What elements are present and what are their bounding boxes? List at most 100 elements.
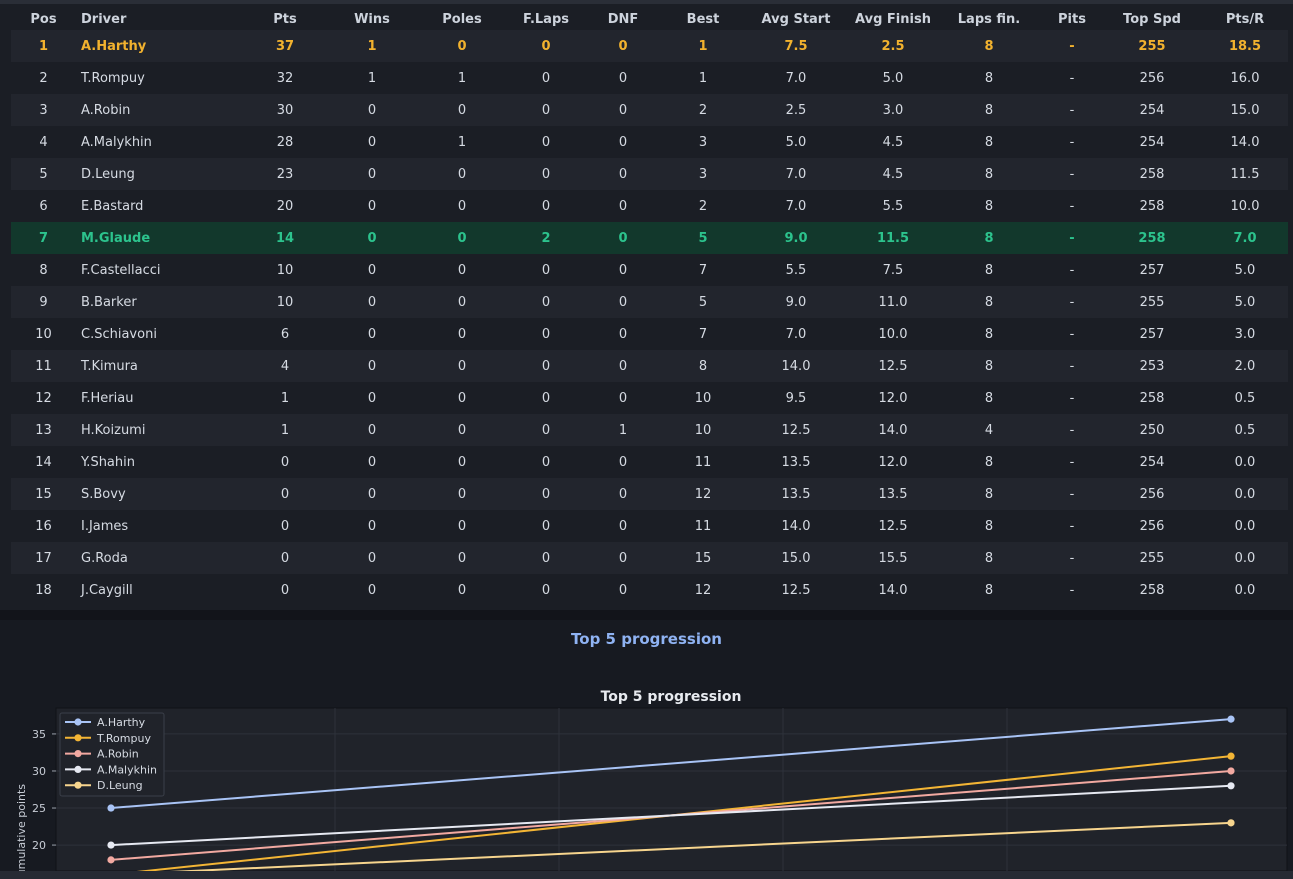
legend-label-a-robin: A.Robin: [97, 748, 139, 761]
cell-poles: 0: [414, 94, 510, 126]
cell-pits: -: [1042, 254, 1102, 286]
cell-wins: 0: [330, 542, 414, 574]
data-point-d-leung: [1227, 819, 1235, 827]
column-header-top-spd[interactable]: Top Spd: [1123, 11, 1181, 27]
cell-best: 7: [664, 318, 742, 350]
column-header-pts[interactable]: Pts: [273, 11, 297, 27]
cell-wins: 0: [330, 510, 414, 542]
table-row-player[interactable]: 7 M.Glaude 14 0 0 2 0 5 9.0 11.5 8-258 7.0: [11, 222, 1288, 254]
column-header-pos[interactable]: Pos: [30, 11, 57, 27]
cell-wins: 0: [330, 318, 414, 350]
cell-f-laps: 0: [510, 574, 582, 606]
cell-pos: 7: [11, 222, 76, 254]
column-header-avg-start[interactable]: Avg Start: [761, 11, 831, 27]
table-row[interactable]: 17 G.Roda 0 0 0 0 0 15 15.0 15.5 8-255 0.0: [11, 542, 1288, 574]
cell-wins: 0: [330, 478, 414, 510]
cell-dnf: 0: [582, 446, 664, 478]
data-point-a-malykhin: [107, 841, 115, 849]
cell-laps-fin: 8: [936, 574, 1042, 606]
cell-pts-r: 16.0: [1202, 62, 1288, 94]
cell-top-spd: 256: [1102, 478, 1202, 510]
cell-dnf: 1: [582, 414, 664, 446]
y-tick-label: 20: [32, 839, 46, 852]
cell-wins: 0: [330, 158, 414, 190]
cell-poles: 0: [414, 574, 510, 606]
cell-pits: -: [1042, 62, 1102, 94]
cell-driver: I.James: [76, 510, 240, 542]
column-header-poles[interactable]: Poles: [442, 11, 482, 27]
cell-pos: 18: [11, 574, 76, 606]
cell-avg-finish: 14.0: [850, 414, 936, 446]
table-row[interactable]: 6 E.Bastard 20 0 0 0 0 2 7.0 5.5 8-258 10.0: [11, 190, 1288, 222]
table-row[interactable]: 16 I.James 0 0 0 0 0 11 14.0 12.5 8-256 0.0: [11, 510, 1288, 542]
column-header-f-laps[interactable]: F.Laps: [522, 11, 569, 27]
cell-pts: 10: [240, 286, 330, 318]
column-header-dnf[interactable]: DNF: [607, 11, 639, 27]
cell-dnf: 0: [582, 510, 664, 542]
cell-avg-finish: 2.5: [850, 30, 936, 62]
table-row[interactable]: 11 T.Kimura 4 0 0 0 0 8 14.0 12.5 8-253 2.0: [11, 350, 1288, 382]
cell-pits: -: [1042, 158, 1102, 190]
cell-pos: 6: [11, 190, 76, 222]
cell-avg-start: 5.5: [742, 254, 850, 286]
cell-poles: 0: [414, 446, 510, 478]
table-row[interactable]: 14 Y.Shahin 0 0 0 0 0 11 13.5 12.0 8-254 0.0: [11, 446, 1288, 478]
cell-driver: C.Schiavoni: [76, 318, 240, 350]
cell-driver: A.Malykhin: [76, 126, 240, 158]
cell-pits: -: [1042, 126, 1102, 158]
table-row[interactable]: 15 S.Bovy 0 0 0 0 0 12 13.5 13.5 8-256 0.0: [11, 478, 1288, 510]
plot-area: [55, 707, 1288, 871]
column-header-pits[interactable]: Pits: [1058, 11, 1086, 27]
cell-pts: 6: [240, 318, 330, 350]
column-header-driver[interactable]: Driver: [81, 11, 127, 27]
cell-driver: T.Rompuy: [76, 62, 240, 94]
cell-f-laps: 0: [510, 30, 582, 62]
table-row[interactable]: 4 A.Malykhin 28 0 1 0 0 3 5.0 4.5 8-254 14.0: [11, 126, 1288, 158]
column-header-avg-finish[interactable]: Avg Finish: [855, 11, 931, 27]
table-row[interactable]: 2 T.Rompuy 32 1 1 0 0 1 7.0 5.0 8-256 16.0: [11, 62, 1288, 94]
cell-pts: 0: [240, 478, 330, 510]
table-row[interactable]: 18 J.Caygill 0 0 0 0 0 12 12.5 14.0 8-258 0.0: [11, 574, 1288, 606]
cell-poles: 0: [414, 254, 510, 286]
series-line-a-harthy: [110, 718, 1232, 810]
table-row[interactable]: 13 H.Koizumi 1 0 0 0 1 10 12.5 14.0 4-250 0.5: [11, 414, 1288, 446]
cell-avg-finish: 3.0: [850, 94, 936, 126]
column-header-laps-fin[interactable]: Laps fin.: [957, 11, 1021, 27]
cell-laps-fin: 8: [936, 222, 1042, 254]
cell-driver: H.Koizumi: [76, 414, 240, 446]
table-row[interactable]: 10 C.Schiavoni 6 0 0 0 0 7 7.0 10.0 8-257 3.0: [11, 318, 1288, 350]
cell-driver: F.Castellacci: [76, 254, 240, 286]
cell-avg-start: 15.0: [742, 542, 850, 574]
column-header-wins[interactable]: Wins: [354, 11, 390, 27]
cell-pts: 1: [240, 382, 330, 414]
legend-label-t-rompuy: T.Rompuy: [96, 732, 151, 745]
table-row[interactable]: 8 F.Castellacci 10 0 0 0 0 7 5.5 7.5 8-257 5.0: [11, 254, 1288, 286]
cell-avg-start: 5.0: [742, 126, 850, 158]
column-header-pts-r[interactable]: Pts/R: [1225, 11, 1265, 27]
cell-dnf: 0: [582, 94, 664, 126]
cell-avg-start: 2.5: [742, 94, 850, 126]
cell-f-laps: 0: [510, 62, 582, 94]
cell-f-laps: 0: [510, 382, 582, 414]
cell-top-spd: 254: [1102, 126, 1202, 158]
cell-laps-fin: 8: [936, 126, 1042, 158]
table-row[interactable]: 5 D.Leung 23 0 0 0 0 3 7.0 4.5 8-258 11.5: [11, 158, 1288, 190]
table-row-leader[interactable]: 1 A.Harthy 37 1 0 0 0 1 7.5 2.5 8-255 18.5: [11, 30, 1288, 62]
table-row[interactable]: 3 A.Robin 30 0 0 0 0 2 2.5 3.0 8-254 15.0: [11, 94, 1288, 126]
cell-best: 10: [664, 414, 742, 446]
cell-f-laps: 2: [510, 222, 582, 254]
column-header-best[interactable]: Best: [686, 11, 720, 27]
cell-poles: 0: [414, 414, 510, 446]
cell-pts-r: 0.0: [1202, 542, 1288, 574]
cell-laps-fin: 8: [936, 190, 1042, 222]
table-row[interactable]: 12 F.Heriau 1 0 0 0 0 10 9.5 12.0 8-258 0.5: [11, 382, 1288, 414]
cell-pos: 11: [11, 350, 76, 382]
cell-best: 10: [664, 382, 742, 414]
cell-pits: -: [1042, 318, 1102, 350]
data-point-t-rompuy: [1227, 752, 1235, 760]
cell-best: 5: [664, 286, 742, 318]
cell-dnf: 0: [582, 158, 664, 190]
cell-f-laps: 0: [510, 286, 582, 318]
cell-pos: 2: [11, 62, 76, 94]
table-row[interactable]: 9 B.Barker 10 0 0 0 0 5 9.0 11.0 8-255 5.0: [11, 286, 1288, 318]
